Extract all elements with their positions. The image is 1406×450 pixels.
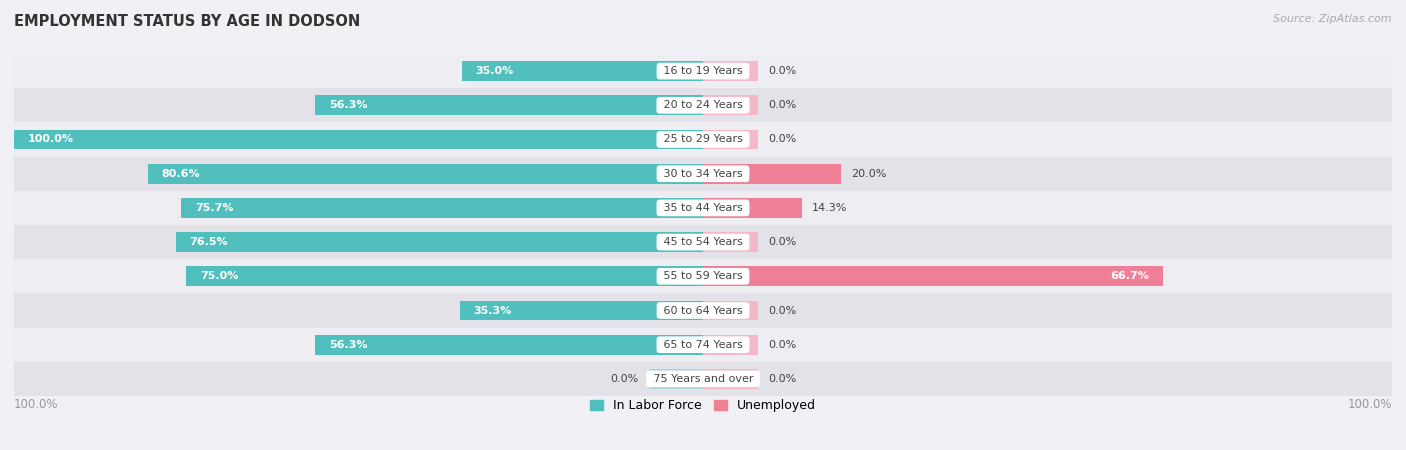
Text: 80.6%: 80.6% xyxy=(162,169,200,179)
Bar xyxy=(461,61,703,81)
Bar xyxy=(148,164,703,184)
Bar xyxy=(703,164,841,184)
Text: Source: ZipAtlas.com: Source: ZipAtlas.com xyxy=(1274,14,1392,23)
Text: 55 to 59 Years: 55 to 59 Years xyxy=(659,271,747,281)
Bar xyxy=(14,130,703,149)
Text: 35.3%: 35.3% xyxy=(474,306,512,315)
Bar xyxy=(176,232,703,252)
Bar xyxy=(14,157,1392,191)
Bar xyxy=(14,259,1392,293)
Bar xyxy=(703,301,758,320)
Bar xyxy=(315,335,703,355)
Text: 66.7%: 66.7% xyxy=(1109,271,1149,281)
Text: 56.3%: 56.3% xyxy=(329,100,367,110)
Bar xyxy=(186,266,703,286)
Text: 75.7%: 75.7% xyxy=(195,203,233,213)
Bar xyxy=(650,369,703,389)
Text: 100.0%: 100.0% xyxy=(14,398,59,411)
Text: 100.0%: 100.0% xyxy=(28,135,75,144)
Bar xyxy=(703,198,801,218)
Bar xyxy=(14,88,1392,122)
Legend: In Labor Force, Unemployed: In Labor Force, Unemployed xyxy=(585,394,821,417)
Bar xyxy=(703,369,758,389)
Bar xyxy=(703,232,758,252)
Text: 35.0%: 35.0% xyxy=(475,66,515,76)
Bar xyxy=(703,130,758,149)
Text: 65 to 74 Years: 65 to 74 Years xyxy=(659,340,747,350)
Text: 45 to 54 Years: 45 to 54 Years xyxy=(659,237,747,247)
Text: 56.3%: 56.3% xyxy=(329,340,367,350)
Text: 14.3%: 14.3% xyxy=(811,203,848,213)
Text: 20 to 24 Years: 20 to 24 Years xyxy=(659,100,747,110)
Text: 0.0%: 0.0% xyxy=(769,374,797,384)
Text: 76.5%: 76.5% xyxy=(190,237,228,247)
Text: 0.0%: 0.0% xyxy=(769,340,797,350)
Bar xyxy=(181,198,703,218)
Text: 30 to 34 Years: 30 to 34 Years xyxy=(659,169,747,179)
Text: 25 to 29 Years: 25 to 29 Years xyxy=(659,135,747,144)
Text: 35 to 44 Years: 35 to 44 Years xyxy=(659,203,747,213)
Bar xyxy=(460,301,703,320)
Text: 60 to 64 Years: 60 to 64 Years xyxy=(659,306,747,315)
Text: 16 to 19 Years: 16 to 19 Years xyxy=(659,66,747,76)
Bar xyxy=(14,362,1392,396)
Text: 75 Years and over: 75 Years and over xyxy=(650,374,756,384)
Text: 75.0%: 75.0% xyxy=(200,271,239,281)
Bar xyxy=(14,225,1392,259)
Bar xyxy=(14,122,1392,157)
Bar xyxy=(315,95,703,115)
Text: 0.0%: 0.0% xyxy=(769,135,797,144)
Text: 20.0%: 20.0% xyxy=(851,169,887,179)
Bar xyxy=(14,293,1392,328)
Bar xyxy=(703,335,758,355)
Bar xyxy=(14,54,1392,88)
Bar xyxy=(14,191,1392,225)
Bar xyxy=(703,61,758,81)
Text: 0.0%: 0.0% xyxy=(610,374,638,384)
Text: 100.0%: 100.0% xyxy=(1347,398,1392,411)
Text: 0.0%: 0.0% xyxy=(769,306,797,315)
Bar xyxy=(703,266,1163,286)
Text: EMPLOYMENT STATUS BY AGE IN DODSON: EMPLOYMENT STATUS BY AGE IN DODSON xyxy=(14,14,360,28)
Bar xyxy=(703,95,758,115)
Bar xyxy=(14,328,1392,362)
Text: 0.0%: 0.0% xyxy=(769,66,797,76)
Text: 0.0%: 0.0% xyxy=(769,237,797,247)
Text: 0.0%: 0.0% xyxy=(769,100,797,110)
